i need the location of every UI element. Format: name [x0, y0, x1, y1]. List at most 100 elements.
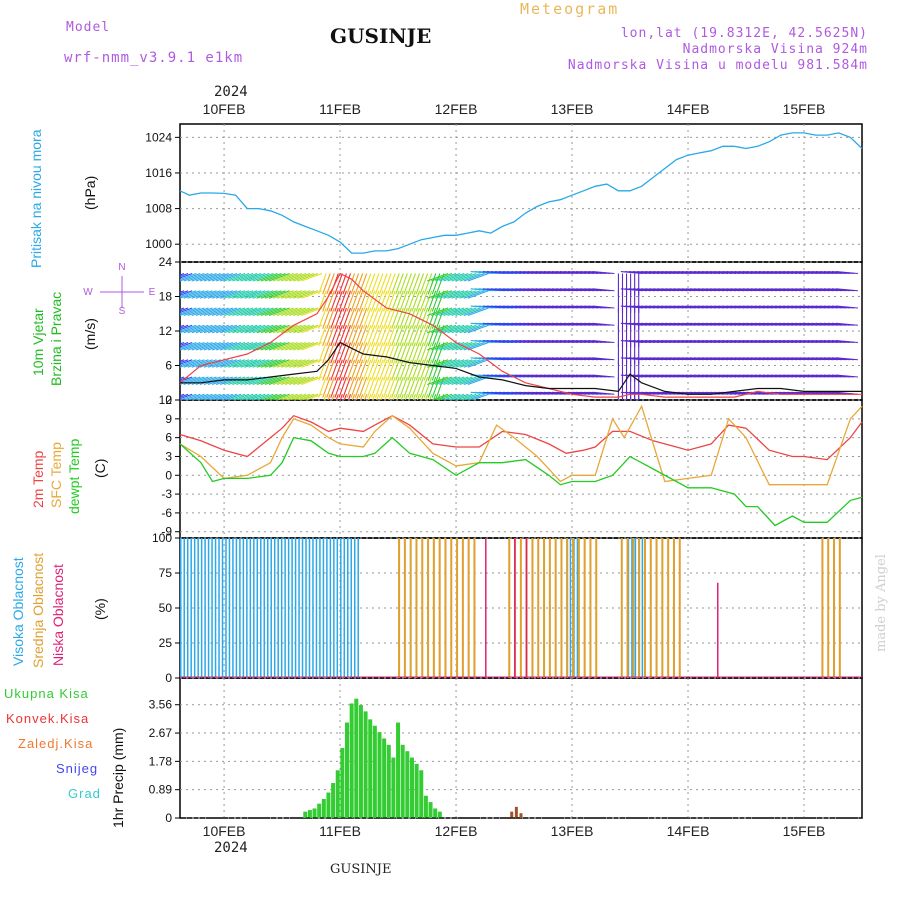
total-precip-bar	[340, 748, 345, 818]
pressure-tick-label: 1024	[145, 130, 172, 144]
wind-barb	[183, 290, 205, 299]
wind-barb	[447, 324, 469, 334]
wind-barb	[459, 359, 481, 368]
wind-barb	[244, 324, 266, 334]
wind-barb	[180, 377, 181, 378]
wind-barb	[338, 307, 347, 329]
wind-barb	[439, 307, 461, 317]
wind-barb	[284, 307, 307, 317]
wind-barb	[334, 342, 343, 364]
wind-barb	[383, 376, 392, 398]
wind-barb	[248, 324, 270, 334]
total-precip-bar	[377, 732, 382, 818]
wind-barb	[293, 341, 315, 351]
date-label-bottom: 11FEB	[319, 823, 361, 839]
high-cloud-bar	[357, 538, 359, 678]
high-cloud-bar	[301, 538, 304, 678]
wind-barb	[427, 359, 437, 381]
precip-tick-label: 0	[165, 811, 172, 825]
wind-barb	[268, 376, 290, 386]
temp-tick-label: -9	[161, 525, 172, 539]
high-cloud-bar	[641, 538, 644, 678]
wind-barb	[334, 325, 343, 347]
wind-barb	[244, 307, 266, 317]
wind-barb	[407, 376, 416, 398]
total-precip-bar	[303, 811, 308, 818]
wind-barb	[183, 341, 205, 351]
wind-barb	[435, 290, 457, 299]
mid-cloud-bar	[415, 538, 418, 678]
wind-barb	[358, 325, 368, 347]
wind-barb	[183, 272, 205, 282]
wind-barb	[199, 324, 221, 334]
wind-barb	[387, 342, 396, 364]
wind-barb	[330, 290, 339, 312]
wind-barb	[297, 376, 319, 386]
wind-barb	[180, 307, 189, 312]
wind-barb	[403, 376, 412, 398]
wind-barb	[215, 290, 238, 299]
wind-barb	[411, 376, 421, 398]
wind-barb	[322, 290, 331, 312]
wind-barb	[195, 359, 217, 368]
wind-barb	[342, 342, 352, 364]
wind-barb	[248, 359, 270, 368]
wind-barb	[391, 359, 400, 381]
wind-barb	[248, 376, 270, 386]
wind-barb	[195, 341, 217, 351]
precip-tick-label: 0.89	[149, 783, 173, 797]
wind-barb	[195, 393, 213, 400]
wind-barb	[350, 307, 360, 329]
wind-barb	[451, 290, 473, 299]
wind-barb	[304, 393, 323, 400]
high-cloud-bar	[343, 538, 346, 678]
wind-barb	[415, 342, 425, 364]
wind-barb	[354, 307, 364, 329]
wind-barb	[276, 290, 298, 299]
wind-barb	[451, 359, 473, 368]
total-precip-bar	[382, 738, 387, 818]
wind-barb	[195, 290, 217, 299]
date-label-bottom: 12FEB	[435, 823, 478, 839]
model-name: wrf-nmm_v3.9.1 e1km	[64, 50, 244, 66]
wind-barb	[403, 342, 412, 364]
wind-barb	[180, 307, 185, 311]
wind-barb	[467, 359, 489, 368]
wind-barb	[284, 272, 307, 282]
wind-barb	[427, 342, 437, 364]
wind-barb	[326, 325, 335, 347]
model-elevation-label: Nadmorska Visina u modelu 981.584m	[567, 58, 868, 73]
wind-barb	[415, 290, 425, 312]
wind-barb	[374, 273, 384, 295]
wind-barb	[342, 273, 352, 295]
wind-barb	[211, 324, 233, 334]
mid-cloud-bar	[409, 538, 412, 678]
mid-cloud-bar	[456, 538, 459, 678]
wind-barb	[411, 307, 421, 329]
wind-barb	[293, 272, 315, 282]
total-precip-bar	[405, 751, 410, 818]
wind-barb	[354, 359, 364, 381]
wind-barb	[431, 272, 453, 282]
wind-barb	[215, 359, 238, 368]
wind-barb	[191, 341, 213, 351]
wind-barb	[370, 342, 380, 364]
total-precip-bar	[358, 705, 363, 818]
mid-cloud-bar	[432, 538, 435, 678]
wind-barb	[219, 393, 238, 400]
total-precip-bar	[423, 795, 428, 818]
wind-barb	[180, 307, 193, 314]
wind-barb	[395, 273, 404, 295]
wind-barb	[346, 273, 356, 295]
wind-barb	[427, 376, 449, 386]
wind-barb	[342, 307, 352, 329]
wind-barb	[256, 324, 278, 334]
model-label: Model	[66, 20, 111, 35]
wind-barb	[211, 359, 233, 368]
date-label-top: 15FEB	[783, 101, 826, 117]
wind-barb	[199, 376, 221, 386]
mid-cloud-bar	[649, 538, 652, 678]
wind-barb	[427, 272, 449, 282]
temp-tick-label: 12	[159, 393, 173, 407]
wind-barb	[431, 324, 453, 334]
